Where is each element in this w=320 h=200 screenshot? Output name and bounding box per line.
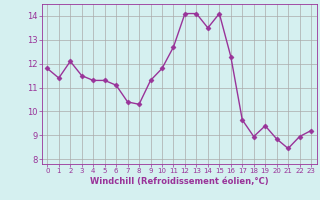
X-axis label: Windchill (Refroidissement éolien,°C): Windchill (Refroidissement éolien,°C) — [90, 177, 268, 186]
